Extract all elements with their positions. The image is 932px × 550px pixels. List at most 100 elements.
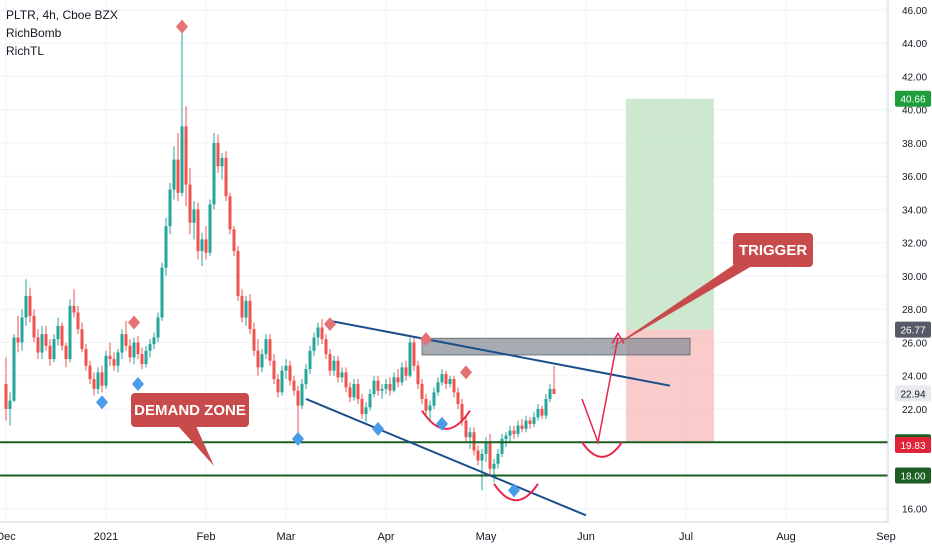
bottom-curve-1 (493, 483, 539, 502)
candle-body-11 (48, 345, 52, 360)
candle-24 (100, 365, 104, 393)
candle-125 (504, 432, 508, 448)
candle-body-113 (456, 392, 460, 404)
candle-body-108 (436, 382, 440, 393)
x-tick-label-9: Sep (876, 531, 896, 543)
candle-body-80 (324, 339, 328, 355)
indicator-richbomb[interactable]: RichBomb (6, 26, 62, 40)
candle-124 (500, 433, 504, 458)
candle-8 (36, 329, 40, 360)
candle-46 (188, 167, 192, 235)
candle-body-102 (412, 342, 416, 366)
price-badge-bg-2 (895, 385, 931, 402)
candle-116 (468, 427, 472, 449)
candle-99 (400, 362, 404, 386)
candle-34 (140, 347, 144, 370)
sell-marker-0 (176, 19, 188, 34)
candle-37 (152, 332, 156, 350)
candle-body-48 (196, 209, 200, 252)
candle-body-76 (308, 350, 312, 370)
candle-11 (48, 339, 52, 366)
candle-body-37 (152, 337, 156, 345)
candle-105 (424, 393, 428, 416)
candle-58 (236, 246, 240, 301)
candle-38 (156, 312, 160, 343)
candle-body-114 (460, 403, 464, 421)
candle-body-27 (112, 359, 116, 366)
candle-body-84 (340, 372, 344, 378)
candle-69 (280, 365, 284, 396)
x-tick-label-3: Mar (277, 531, 296, 543)
price-badge-bg-1 (895, 321, 931, 338)
candle-29 (120, 329, 124, 360)
sell-marker-2 (324, 317, 336, 332)
candle-76 (308, 345, 312, 375)
candle-body-67 (272, 360, 276, 380)
candle-79 (320, 319, 324, 345)
candle-107 (432, 387, 436, 409)
candle-body-103 (416, 365, 420, 385)
buy-marker-3 (372, 421, 384, 436)
candle-body-2 (12, 337, 16, 401)
price-badge-label-4: 19.83 (900, 441, 925, 452)
candle-body-44 (180, 126, 184, 193)
candle-body-70 (284, 365, 288, 371)
candle-84 (340, 367, 344, 383)
candle-body-47 (192, 209, 196, 223)
candle-56 (228, 192, 232, 235)
candle-body-82 (332, 360, 336, 371)
candle-body-71 (288, 365, 292, 381)
y-tick-label-15: 46.00 (902, 6, 927, 17)
buy-marker-4 (436, 416, 448, 431)
y-tick-label-13: 42.00 (902, 72, 927, 83)
candle-body-40 (164, 226, 168, 268)
candle-91 (368, 389, 372, 411)
candle-126 (508, 425, 512, 443)
candle-body-1 (8, 400, 12, 409)
candle-128 (516, 420, 520, 438)
price-badge-1: 26.77 (895, 321, 931, 338)
callout-pointer-1 (608, 262, 752, 350)
candle-body-89 (360, 398, 364, 414)
price-badge-4: 19.83 (895, 437, 931, 454)
candle-85 (344, 367, 348, 393)
candle-body-126 (508, 430, 512, 436)
candle-body-132 (532, 417, 536, 424)
candle-body-21 (88, 365, 92, 380)
candle-body-123 (496, 453, 500, 464)
candle-body-96 (388, 384, 392, 391)
candle-body-104 (420, 384, 424, 399)
candle-body-64 (260, 354, 264, 368)
candle-body-68 (276, 379, 280, 393)
candle-18 (76, 305, 80, 335)
candle-body-74 (300, 384, 304, 406)
candle-body-18 (76, 312, 80, 330)
candle-body-112 (452, 379, 456, 393)
x-tick-label-8: Aug (776, 531, 796, 543)
buy-marker-5 (508, 483, 520, 498)
candle-63 (256, 339, 260, 376)
candle-body-118 (476, 450, 480, 461)
candle-body-25 (104, 355, 108, 386)
candle-82 (332, 355, 336, 376)
candle-body-38 (156, 317, 160, 338)
candle-86 (348, 382, 352, 403)
price-badge-label-0: 40.66 (900, 95, 925, 106)
candle-body-15 (64, 345, 68, 360)
candle-43 (176, 132, 180, 202)
candle-45 (184, 106, 188, 207)
chart-legend: PLTR, 4h, Cboe BZX RichBomb RichTL (6, 6, 118, 60)
y-tick-label-11: 38.00 (902, 139, 927, 150)
candle-body-20 (84, 349, 88, 366)
candle-body-133 (536, 408, 540, 418)
symbol-header[interactable]: PLTR, 4h, Cboe BZX (6, 8, 118, 22)
candle-body-58 (236, 251, 240, 296)
indicator-richtl[interactable]: RichTL (6, 44, 45, 58)
candle-body-9 (40, 334, 44, 353)
candle-31 (128, 339, 132, 363)
candle-112 (452, 375, 456, 398)
candle-19 (80, 322, 84, 353)
candle-9 (40, 325, 44, 360)
